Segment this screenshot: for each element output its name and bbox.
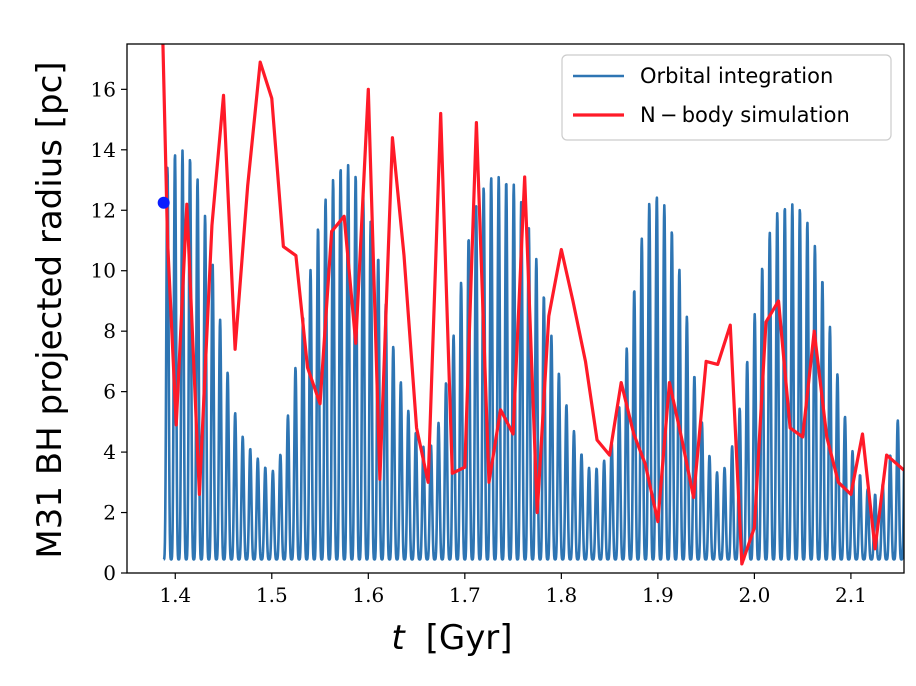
y-axis-ticks: 0 2 4 6 8 10 12 14 16: [91, 77, 127, 585]
axes-frame: [126, 43, 905, 574]
y-tick-label: 4: [103, 440, 116, 464]
x-tick-label: 1.6: [352, 583, 384, 607]
plot-area: [161, 44, 904, 566]
x-axis-label: t [Gyr]: [391, 618, 512, 658]
legend: Orbital integration N − body simulation: [561, 54, 892, 141]
y-tick-label: 12: [91, 198, 116, 222]
x-tick-label: 1.7: [449, 583, 481, 607]
x-axis-label-unit: [Gyr]: [426, 618, 513, 658]
legend-label-nbody-simulation: N − body simulation: [640, 103, 850, 127]
x-tick-label: 1.9: [642, 583, 674, 607]
x-tick-label: 2.0: [738, 583, 770, 607]
x-tick-label: 2.1: [835, 583, 867, 607]
y-axis-label: M31 BH projected radius [pc]: [30, 61, 70, 558]
legend-label-orbital-integration: Orbital integration: [640, 64, 833, 88]
y-tick-label: 0: [103, 561, 116, 585]
y-tick-label: 8: [103, 319, 116, 343]
y-tick-label: 10: [91, 259, 116, 283]
y-tick-label: 6: [103, 380, 116, 404]
x-axis-label-symbol: t: [391, 618, 406, 658]
legend-box: [561, 54, 892, 141]
series-line-orbital-integration: [162, 149, 904, 561]
series-line-nbody-simulation: [161, 44, 904, 566]
y-tick-label: 14: [91, 138, 116, 162]
x-axis-ticks: 1.4 1.5 1.6 1.7 1.8 1.9 2.0 2.1: [159, 573, 867, 607]
x-tick-label: 1.4: [159, 583, 191, 607]
start-marker: [157, 196, 170, 209]
x-tick-label: 1.5: [256, 583, 288, 607]
y-tick-label: 16: [91, 77, 116, 101]
x-tick-label: 1.8: [545, 583, 577, 607]
y-tick-label: 2: [103, 501, 116, 525]
